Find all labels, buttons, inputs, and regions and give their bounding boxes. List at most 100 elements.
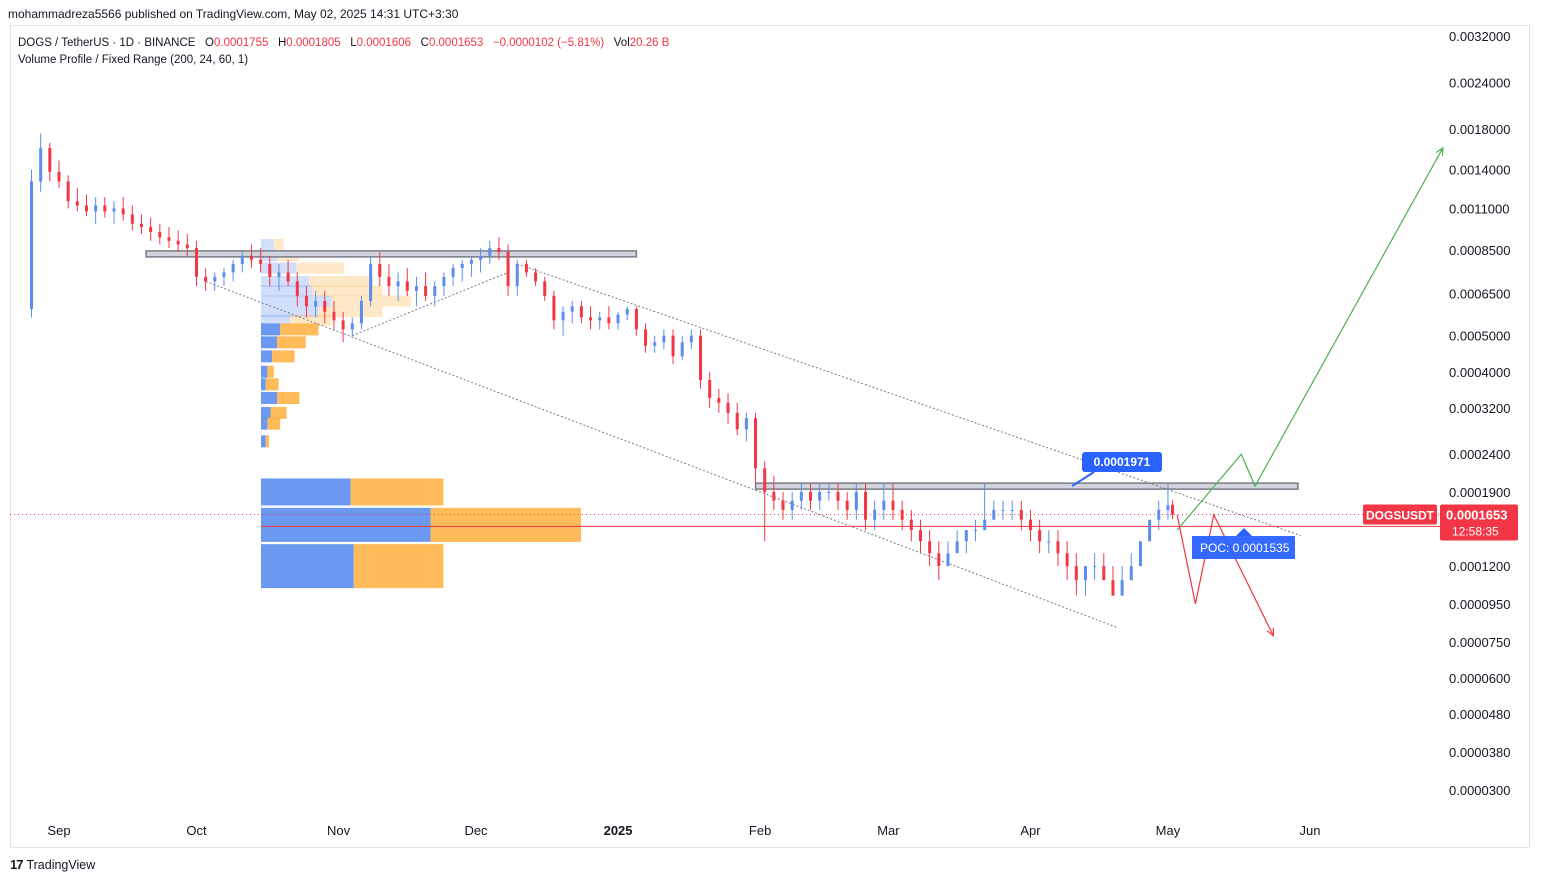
candle-body: [928, 541, 932, 554]
candle-body: [689, 335, 693, 343]
legend-c-label: C: [420, 37, 429, 49]
projection-down-arrow[interactable]: [1176, 512, 1274, 636]
candle-body: [570, 306, 574, 312]
legend-open: 0.0001755: [214, 37, 269, 49]
candle-body: [121, 208, 125, 215]
candle-body: [185, 244, 189, 249]
candle-body: [433, 286, 437, 296]
price-tick-label: 0.0032000: [1449, 29, 1510, 44]
candle-body: [48, 147, 52, 172]
candle-body: [387, 276, 391, 287]
price-tick-label: 0.0024000: [1449, 75, 1510, 90]
candle-body: [350, 323, 354, 330]
legend-l-label: L: [350, 37, 357, 49]
tradingview-logo-icon: 17: [10, 857, 24, 872]
candle-body: [506, 251, 510, 287]
price-tick-label: 0.0001200: [1449, 559, 1510, 574]
price-tick-label: 0.0000480: [1449, 707, 1510, 722]
poc-label: POC: 0.0001535: [1200, 541, 1290, 555]
candle-body: [983, 519, 987, 531]
candle-body: [662, 335, 666, 343]
candle-body: [1083, 566, 1087, 581]
price-tick-label: 0.0003200: [1449, 401, 1510, 416]
candle-body: [772, 491, 776, 501]
resistance-zone[interactable]: [145, 250, 638, 258]
candle-body: [534, 272, 538, 282]
callout-pointer: [1071, 471, 1095, 487]
candle-body: [790, 500, 794, 510]
candle-body: [167, 237, 171, 241]
candle-body: [442, 276, 446, 287]
candle-body: [653, 342, 657, 346]
candle-body: [1171, 504, 1175, 515]
trend-line[interactable]: [352, 271, 509, 337]
candle-body: [30, 181, 34, 310]
candle-body: [323, 300, 327, 312]
poc-label-pointer: [1236, 528, 1252, 536]
candle-body: [524, 263, 528, 273]
vp-bar-down: [273, 238, 284, 250]
candle-body: [1157, 509, 1161, 520]
candle-body: [763, 468, 767, 492]
vp-bar-up: [261, 378, 266, 391]
callout-box[interactable]: [1082, 452, 1162, 472]
resistance-zone[interactable]: [754, 482, 1299, 490]
candle-body: [607, 317, 611, 324]
time-tick-label: Nov: [327, 823, 351, 838]
candle-body: [827, 491, 831, 493]
candle-body: [992, 509, 996, 520]
candle-body: [616, 314, 620, 324]
candle-body: [845, 500, 849, 510]
candle-body: [946, 553, 950, 567]
price-tick-label: 0.0000300: [1449, 783, 1510, 798]
trend-line[interactable]: [517, 263, 1301, 537]
vp-bar-up: [261, 285, 313, 297]
vp-bar-up: [261, 350, 273, 363]
poc-label-box[interactable]: [1192, 536, 1295, 559]
vp-bar-up: [261, 323, 281, 336]
vp-bar-down: [272, 350, 295, 363]
legend-high: 0.0001805: [286, 37, 341, 49]
vp-bar-up: [261, 306, 319, 318]
candle-body: [130, 214, 134, 224]
candle-body: [268, 263, 272, 277]
symbol-tag[interactable]: [1363, 504, 1437, 525]
vp-bar-up: [261, 544, 354, 589]
candle-body: [809, 491, 813, 501]
candle-body: [240, 255, 244, 264]
time-tick-label: May: [1156, 823, 1181, 838]
price-tick-label: 0.0000600: [1449, 671, 1510, 686]
vp-bar-up: [261, 507, 431, 542]
candle-body: [1019, 509, 1023, 520]
vp-bar-down: [270, 406, 287, 419]
legend-change: −0.0000102 (−5.81%): [492, 37, 605, 49]
candle-body: [378, 263, 382, 277]
candle-body: [515, 263, 519, 287]
vp-bar-down: [267, 365, 274, 378]
candle-body: [964, 530, 968, 542]
vp-bar-down: [265, 435, 269, 448]
vp-bar-up: [261, 392, 277, 405]
time-tick-label: Sep: [47, 823, 70, 838]
legend-indicator[interactable]: Volume Profile / Fixed Range (200, 24, 6…: [18, 54, 249, 66]
vp-bar-up: [261, 478, 351, 506]
candle-body: [625, 309, 629, 315]
candle-body: [259, 259, 263, 264]
candle-body: [873, 509, 877, 520]
trend-line[interactable]: [205, 280, 1118, 629]
vp-bar-down: [280, 323, 319, 336]
legend-symbol[interactable]: DOGS / TetherUS · 1D · BINANCE: [18, 37, 196, 49]
candle-body: [900, 509, 904, 520]
candle-body: [1074, 566, 1078, 581]
tradingview-brand[interactable]: 17 TradingView: [10, 857, 95, 872]
candle-body: [176, 240, 180, 245]
vp-bar-down: [309, 275, 373, 287]
candle-body: [937, 553, 941, 567]
candle-body: [231, 263, 235, 273]
candle-body: [799, 491, 803, 501]
vp-bar-down: [350, 478, 444, 506]
candle-body: [1138, 541, 1142, 567]
projection-up-arrow[interactable]: [1176, 147, 1444, 531]
vp-bar-down: [312, 285, 383, 297]
